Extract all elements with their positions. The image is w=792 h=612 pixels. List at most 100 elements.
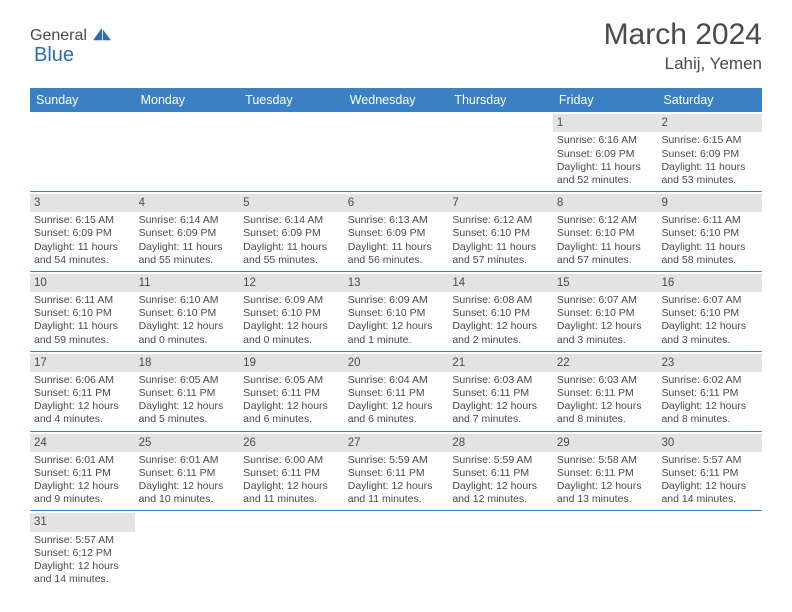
sunrise-text: Sunrise: 5:58 AM (557, 454, 654, 467)
day-number (344, 114, 449, 132)
week-row: 31Sunrise: 5:57 AMSunset: 6:12 PMDayligh… (30, 511, 762, 590)
daylight-text: Daylight: 12 hours and 10 minutes. (139, 480, 236, 506)
week-row: 17 Sunrise: 6:06 AM Sunset: 6:11 PM Dayligh… (30, 352, 762, 432)
day-number (239, 114, 344, 132)
day-number: 15 (553, 274, 658, 292)
day-number: 17 (30, 354, 135, 372)
week-row: 10Sunrise: 6:11 AMSunset: 6:10 PMDayligh… (30, 272, 762, 352)
calendar-cell: 3Sunrise: 6:15 AMSunset: 6:09 PMDaylight… (30, 192, 135, 271)
daylight-text: Daylight: 11 hours and 56 minutes. (348, 241, 445, 267)
day-number (553, 513, 658, 531)
daylight-text: Daylight: 11 hours and 52 minutes. (557, 161, 654, 187)
daylight-text: Daylight: 11 hours and 57 minutes. (557, 241, 654, 267)
sunrise-text: Sunrise: 6:12 AM (452, 214, 549, 227)
day-header: Friday (553, 88, 658, 112)
sunrise-text: Sunrise: 6:05 AM (243, 374, 340, 387)
day-header: Wednesday (344, 88, 449, 112)
sunset-text: Sunset: 6:10 PM (557, 227, 654, 240)
sunset-text: Sunset: 6:09 PM (557, 148, 654, 161)
calendar-cell: 8 Sunrise: 6:12 AMSunset: 6:10 PMDaylight… (553, 192, 658, 271)
sunset-text: Sunset: 6:11 PM (661, 467, 758, 480)
day-number: 8 (553, 194, 658, 212)
sunrise-text: Sunrise: 6:15 AM (34, 214, 131, 227)
sunrise-text: Sunrise: 6:03 AM (557, 374, 654, 387)
sunrise-text: Sunrise: 6:11 AM (661, 214, 758, 227)
day-number (30, 114, 135, 132)
calendar-cell: 27Sunrise: 5:59 AMSunset: 6:11 PMDayligh… (344, 432, 449, 511)
sunrise-text: Sunrise: 6:07 AM (557, 294, 654, 307)
daylight-text: Daylight: 12 hours and 0 minutes. (139, 320, 236, 346)
sunset-text: Sunset: 6:11 PM (243, 467, 340, 480)
week-row: 3Sunrise: 6:15 AMSunset: 6:09 PMDaylight… (30, 192, 762, 272)
day-number: 20 (344, 354, 449, 372)
sunrise-text: Sunrise: 6:04 AM (348, 374, 445, 387)
week-row: 24Sunrise: 6:01 AMSunset: 6:11 PMDayligh… (30, 432, 762, 512)
sunset-text: Sunset: 6:11 PM (661, 387, 758, 400)
day-number: 31 (30, 513, 135, 531)
sunrise-text: Sunrise: 5:57 AM (661, 454, 758, 467)
calendar-cell: 6Sunrise: 6:13 AMSunset: 6:09 PMDaylight… (344, 192, 449, 271)
sunrise-text: Sunrise: 6:05 AM (139, 374, 236, 387)
calendar-cell: 15Sunrise: 6:07 AMSunset: 6:10 PMDayligh… (553, 272, 658, 351)
calendar-cell (553, 511, 658, 590)
day-number: 21 (448, 354, 553, 372)
logo-sail-icon (91, 26, 113, 42)
day-number (239, 513, 344, 531)
sunrise-text: Sunrise: 6:01 AM (34, 454, 131, 467)
sunset-text: Sunset: 6:11 PM (452, 387, 549, 400)
sunset-text: Sunset: 6:10 PM (452, 307, 549, 320)
day-number: 10 (30, 274, 135, 292)
calendar-cell: 14Sunrise: 6:08 AMSunset: 6:10 PMDayligh… (448, 272, 553, 351)
day-header: Saturday (657, 88, 762, 112)
sunset-text: Sunset: 6:11 PM (557, 467, 654, 480)
sunset-text: Sunset: 6:10 PM (139, 307, 236, 320)
day-number: 27 (344, 434, 449, 452)
daylight-text: Daylight: 12 hours and 11 minutes. (348, 480, 445, 506)
day-number: 6 (344, 194, 449, 212)
calendar-cell: 29Sunrise: 5:58 AMSunset: 6:11 PMDayligh… (553, 432, 658, 511)
sunset-text: Sunset: 6:10 PM (348, 307, 445, 320)
daylight-text: Daylight: 12 hours and 4 minutes. (34, 400, 131, 426)
daylight-text: Daylight: 12 hours and 11 minutes. (243, 480, 340, 506)
daylight-text: Daylight: 12 hours and 1 minute. (348, 320, 445, 346)
day-number: 11 (135, 274, 240, 292)
logo: General (30, 26, 93, 46)
sunset-text: Sunset: 6:10 PM (557, 307, 654, 320)
daylight-text: Daylight: 11 hours and 53 minutes. (661, 161, 758, 187)
calendar-cell: 31Sunrise: 5:57 AMSunset: 6:12 PMDayligh… (30, 511, 135, 590)
calendar-cell: 5Sunrise: 6:14 AMSunset: 6:09 PMDaylight… (239, 192, 344, 271)
calendar-cell: 16Sunrise: 6:07 AMSunset: 6:10 PMDayligh… (657, 272, 762, 351)
title-block: March 2024 Lahij, Yemen (604, 18, 762, 74)
day-number: 12 (239, 274, 344, 292)
day-number: 16 (657, 274, 762, 292)
sunrise-text: Sunrise: 6:14 AM (139, 214, 236, 227)
calendar-cell (344, 511, 449, 590)
day-number: 9 (657, 194, 762, 212)
calendar-cell (30, 112, 135, 191)
sunset-text: Sunset: 6:09 PM (243, 227, 340, 240)
sunrise-text: Sunrise: 6:06 AM (34, 374, 131, 387)
calendar-cell: 18Sunrise: 6:05 AMSunset: 6:11 PMDayligh… (135, 352, 240, 431)
sunrise-text: Sunrise: 6:08 AM (452, 294, 549, 307)
calendar-cell: 23Sunrise: 6:02 AMSunset: 6:11 PMDayligh… (657, 352, 762, 431)
day-header: Tuesday (239, 88, 344, 112)
day-number: 2 (657, 114, 762, 132)
day-number: 29 (553, 434, 658, 452)
week-row: 1Sunrise: 6:16 AMSunset: 6:09 PMDaylight… (30, 112, 762, 192)
logo-text-blue: Blue (34, 44, 74, 67)
calendar-cell (239, 112, 344, 191)
sunset-text: Sunset: 6:11 PM (243, 387, 340, 400)
day-number (344, 513, 449, 531)
calendar-cell: 4Sunrise: 6:14 AMSunset: 6:09 PMDaylight… (135, 192, 240, 271)
sunset-text: Sunset: 6:11 PM (139, 387, 236, 400)
sunrise-text: Sunrise: 6:00 AM (243, 454, 340, 467)
day-number: 14 (448, 274, 553, 292)
sunrise-text: Sunrise: 6:12 AM (557, 214, 654, 227)
sunset-text: Sunset: 6:11 PM (34, 467, 131, 480)
sunrise-text: Sunrise: 6:11 AM (34, 294, 131, 307)
calendar-cell (344, 112, 449, 191)
calendar-cell: 12Sunrise: 6:09 AMSunset: 6:10 PMDayligh… (239, 272, 344, 351)
calendar-cell: 22Sunrise: 6:03 AMSunset: 6:11 PMDayligh… (553, 352, 658, 431)
daylight-text: Daylight: 11 hours and 57 minutes. (452, 241, 549, 267)
day-header: Sunday (30, 88, 135, 112)
